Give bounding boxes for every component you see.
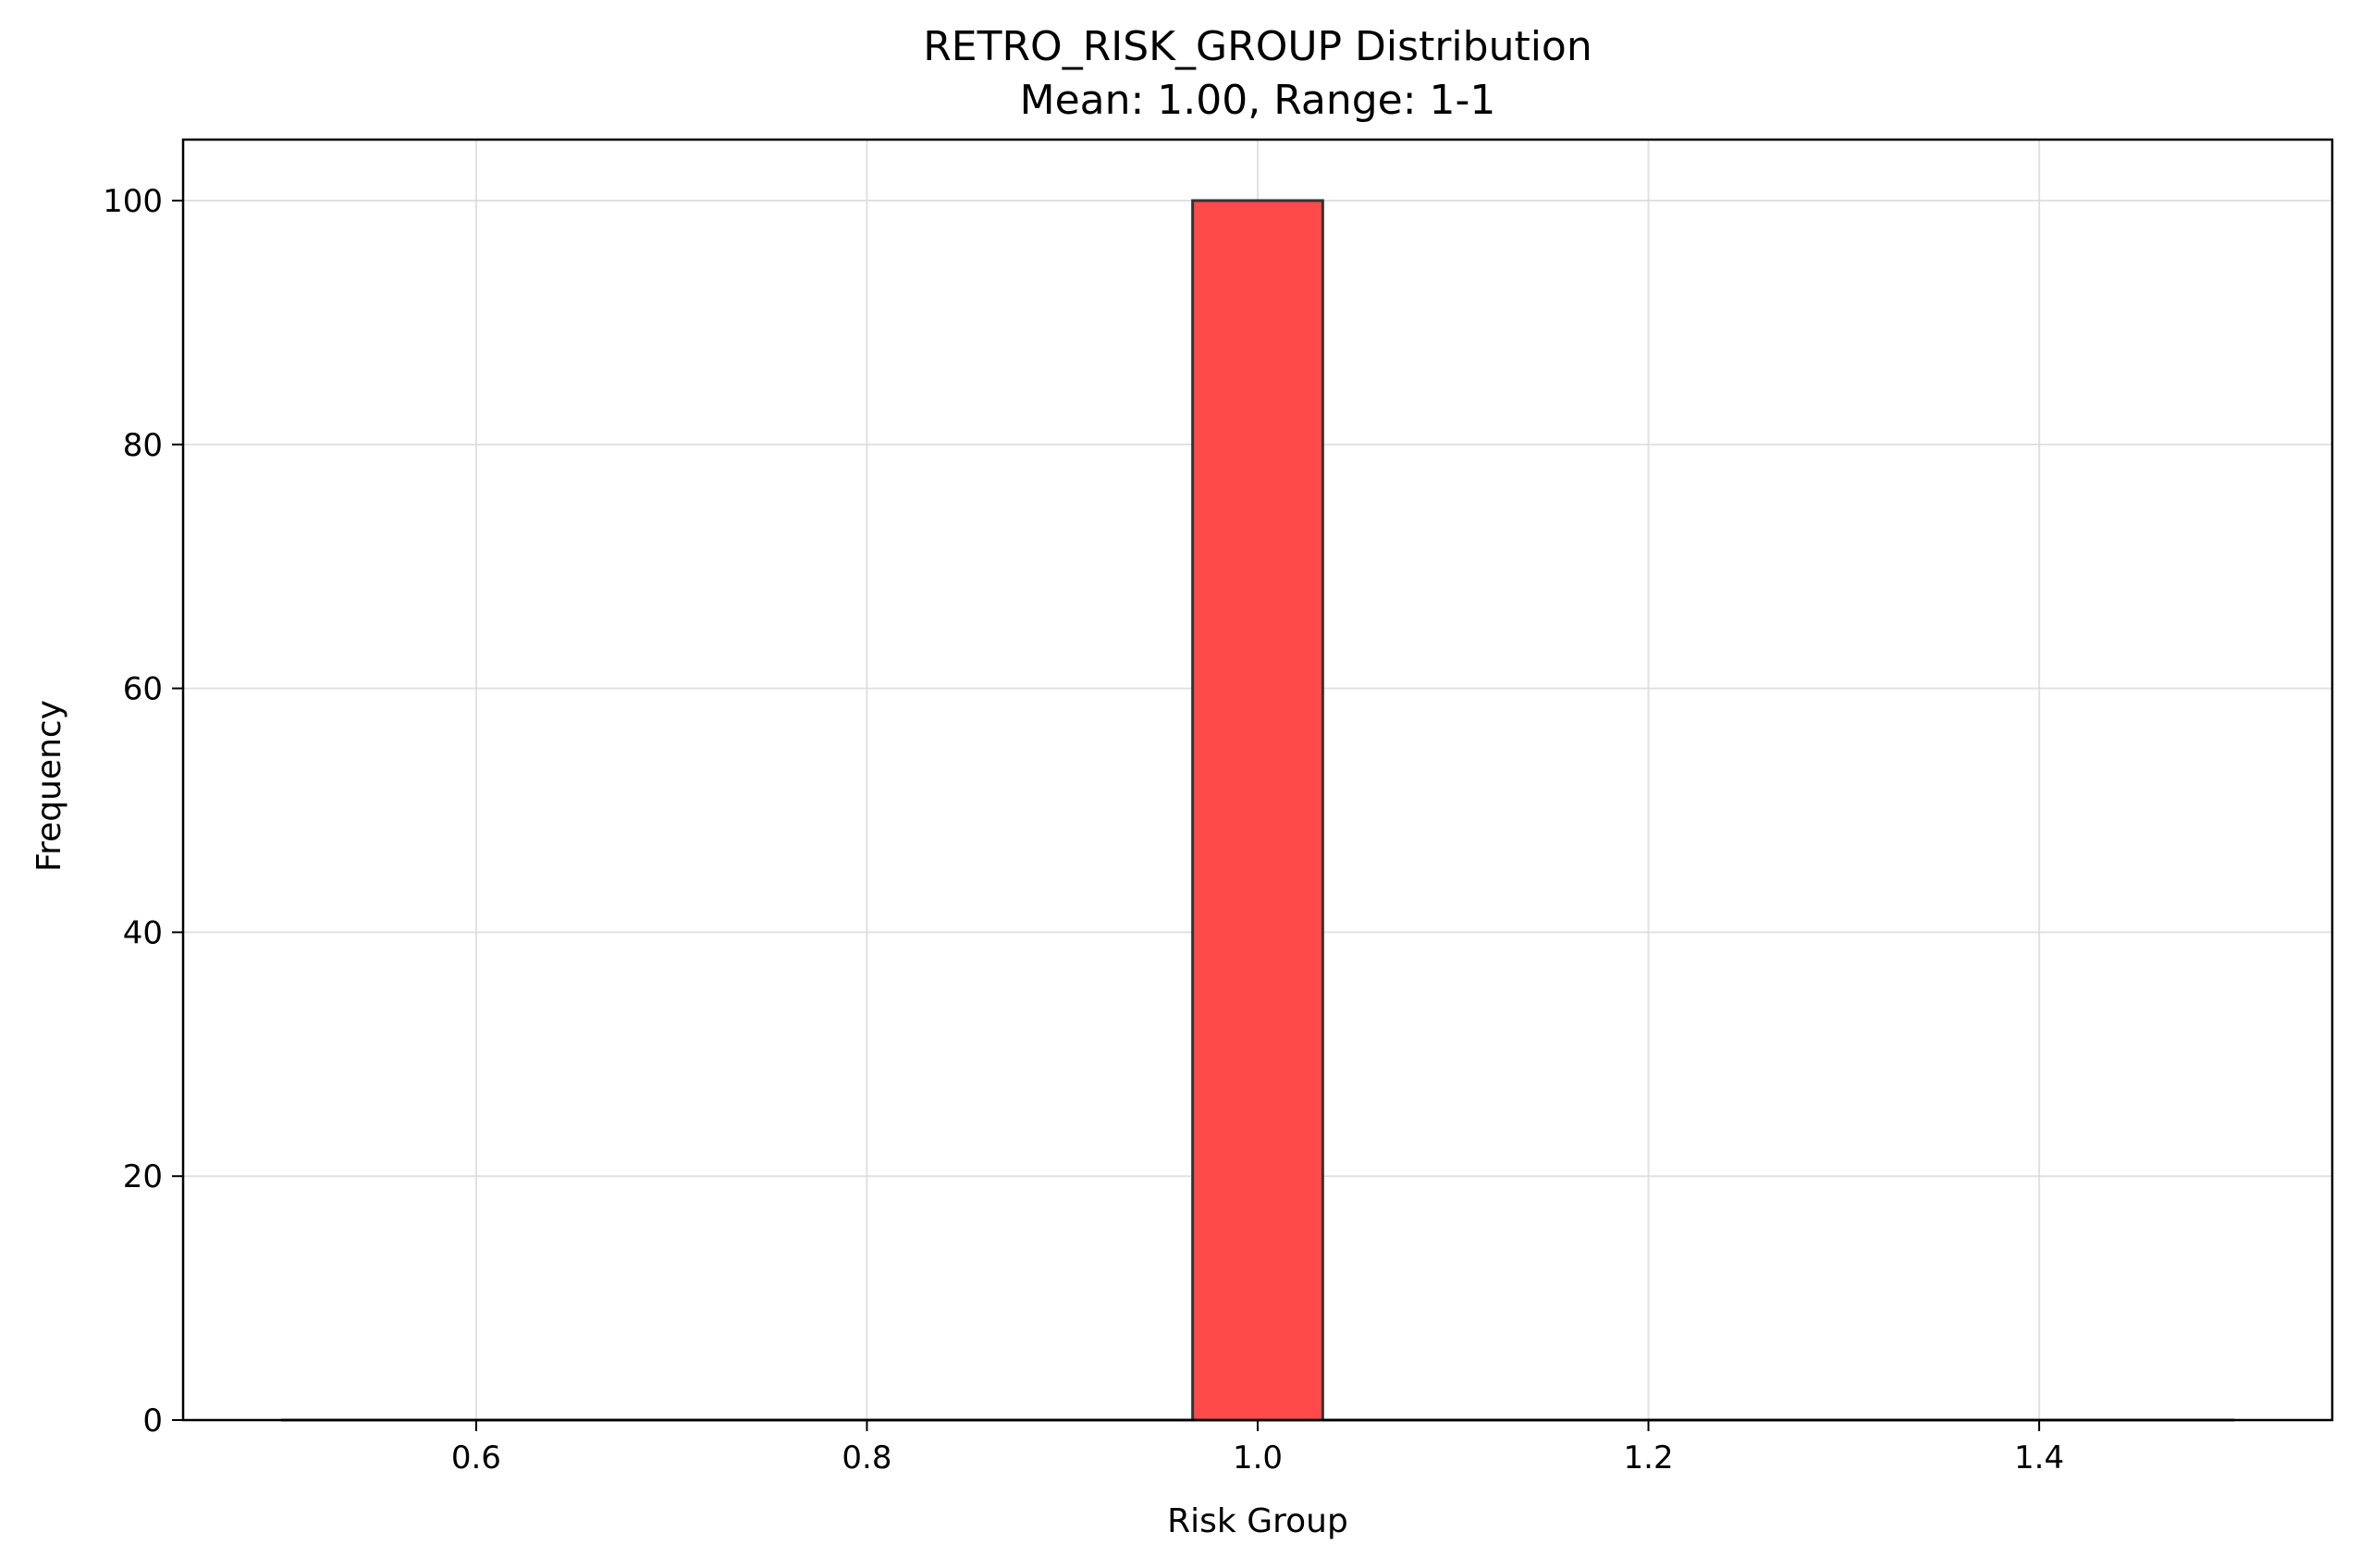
y-tick-label: 60 [123,671,163,708]
x-tick-label: 0.8 [842,1439,891,1476]
x-tick-label: 1.4 [2014,1439,2064,1476]
x-axis-ticks: 0.6 0.8 1.0 1.2 1.4 [451,1420,2064,1476]
y-tick-label: 0 [142,1403,163,1439]
x-tick-label: 1.0 [1233,1439,1283,1476]
x-tick-label: 0.6 [451,1439,501,1476]
x-axis-label: Risk Group [1167,1502,1348,1540]
x-tick-label: 1.2 [1624,1439,1674,1476]
y-tick-label: 20 [123,1158,163,1195]
chart-title: RETRO_RISK_GROUP Distribution [923,23,1592,70]
histogram-bar [1191,199,1324,1422]
histogram-bars [280,199,2235,1422]
y-axis-ticks: 0 20 40 60 80 100 [103,183,183,1439]
y-tick-label: 80 [123,427,163,464]
y-axis-label: Frequency [31,700,68,872]
chart-subtitle: Mean: 1.00, Range: 1-1 [1020,77,1496,124]
y-tick-label: 100 [103,183,163,220]
y-tick-label: 40 [123,914,163,951]
